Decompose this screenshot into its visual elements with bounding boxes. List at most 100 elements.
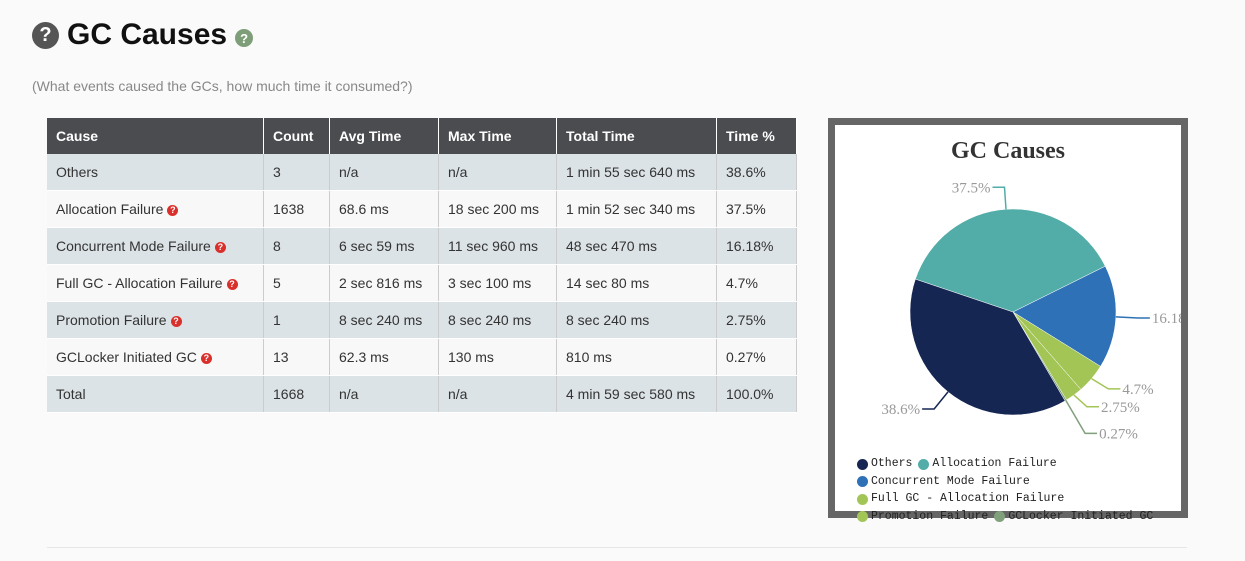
data-label: 0.27% — [1099, 426, 1138, 442]
cell-text: 4 min 59 sec 580 ms — [566, 386, 696, 402]
cell-text: 130 ms — [448, 349, 494, 365]
cell-text: 16.18% — [726, 238, 774, 254]
cell-text: 4.7% — [726, 275, 758, 291]
cell-text: Concurrent Mode Failure — [56, 238, 211, 254]
help-icon[interactable]: ? — [170, 315, 182, 327]
help-icon[interactable]: ? — [226, 278, 238, 290]
cell-cause: Allocation Failure? — [47, 190, 264, 228]
legend-item[interactable]: Allocation Failure — [918, 457, 1057, 471]
help-icon[interactable]: ? — [200, 352, 212, 364]
legend-item[interactable]: GCLocker Initiated GC — [994, 510, 1153, 524]
table-row: Full GC - Allocation Failure? 5 2 sec 816 … — [47, 264, 797, 302]
legend-item[interactable]: Promotion Failure — [857, 510, 988, 524]
subtitle: (What events caused the GCs, how much ti… — [32, 78, 413, 94]
cell-cause: Concurrent Mode Failure? — [47, 227, 264, 265]
cell-total: 14 sec 80 ms — [556, 264, 717, 302]
gc-causes-table: Cause Count Avg Time Max Time Total Time Time… — [47, 118, 797, 413]
cell-count: 3 — [263, 154, 330, 191]
pie-slice[interactable] — [915, 208, 1106, 313]
column-header[interactable]: Avg Time — [329, 118, 439, 154]
legend-label: Promotion Failure — [871, 509, 989, 523]
cell-total: 810 ms — [556, 338, 717, 376]
cell-text: 14 sec 80 ms — [566, 275, 650, 291]
data-label: 2.75% — [1101, 400, 1140, 416]
cell-text: 1 — [273, 312, 281, 328]
cell-max: n/a — [438, 375, 557, 413]
cell-text: 1668 — [273, 386, 305, 402]
cell-text: Promotion Failure — [56, 312, 167, 328]
pie-slice[interactable] — [909, 278, 1066, 416]
cell-total: 1 min 52 sec 340 ms — [556, 190, 717, 228]
cell-cause: GCLocker Initiated GC? — [47, 338, 264, 376]
help-icon[interactable]: ? — [167, 204, 179, 216]
cell-count: 5 — [263, 264, 330, 302]
cell-text: 810 ms — [566, 349, 612, 365]
cell-text: GCLocker Initiated GC — [56, 349, 197, 365]
cell-text: 48 sec 470 ms — [566, 238, 658, 254]
column-header[interactable]: Count — [263, 118, 330, 154]
cell-pct: 38.6% — [716, 154, 797, 191]
cell-text: n/a — [448, 164, 468, 180]
cell-avg: 2 sec 816 ms — [329, 264, 439, 302]
column-header[interactable]: Max Time — [438, 118, 557, 154]
cell-pct: 100.0% — [716, 375, 797, 413]
data-label: 37.5% — [952, 180, 991, 196]
legend-item[interactable]: Concurrent Mode Failure — [857, 475, 1030, 489]
cell-text: n/a — [339, 386, 359, 402]
legend-marker — [857, 511, 868, 522]
gc-causes-chart: GC Causes 37.5% 16.18% 4.7% 2.75% 0.27% 38.6%… — [828, 118, 1198, 523]
cell-avg: n/a — [329, 154, 439, 191]
cell-text: 68.6 ms — [339, 201, 389, 217]
cell-avg: 6 sec 59 ms — [329, 227, 439, 265]
pie-chart: GC Causes 37.5% 16.18% 4.7% 2.75% 0.27% 38.6% — [881, 138, 1198, 442]
cell-text: 2 sec 816 ms — [339, 275, 423, 291]
cell-text: 8 sec 240 ms — [566, 312, 650, 328]
cell-text: 5 — [273, 275, 281, 291]
table-row: Total 1668 n/a n/a 4 min 59 sec 580 ms 100.0% — [47, 375, 797, 413]
cell-count: 1668 — [263, 375, 330, 413]
help-icon[interactable]: ? — [214, 241, 226, 253]
cell-max: 18 sec 200 ms — [438, 190, 557, 228]
cell-total: 1 min 55 sec 640 ms — [556, 154, 717, 191]
cell-text: 0.27% — [726, 349, 766, 365]
question-circle-icon[interactable]: ? — [32, 21, 59, 49]
leader-line — [922, 391, 949, 410]
cell-pct: 4.7% — [716, 264, 797, 302]
cell-cause: Promotion Failure? — [47, 301, 264, 339]
cell-text: 38.6% — [726, 164, 766, 180]
leader-line — [1073, 394, 1099, 408]
cell-max: 130 ms — [438, 338, 557, 376]
legend-item[interactable]: Others — [857, 457, 912, 471]
table-row: Allocation Failure? 1638 68.6 ms 18 sec 200… — [47, 190, 797, 228]
cell-total: 48 sec 470 ms — [556, 227, 717, 265]
cell-text: 62.3 ms — [339, 349, 389, 365]
table-row: Others 3 n/a n/a 1 min 55 sec 640 ms 38.6% — [47, 154, 797, 191]
leader-line — [1065, 400, 1098, 435]
chart-title: GC Causes — [951, 138, 1065, 164]
data-label: 16.18% — [1152, 311, 1181, 327]
legend-item[interactable]: Full GC - Allocation Failure — [857, 492, 1064, 506]
legend-label: Allocation Failure — [932, 457, 1057, 470]
legend-label: GCLocker Initiated GC — [1008, 509, 1154, 523]
cell-total: 8 sec 240 ms — [556, 301, 717, 339]
data-label: 38.6% — [881, 402, 920, 418]
cell-text: 18 sec 200 ms — [448, 201, 540, 217]
page-title: GC Causes — [67, 18, 228, 51]
cell-avg: 68.6 ms — [329, 190, 439, 228]
cell-pct: 0.27% — [716, 338, 797, 376]
column-header[interactable]: Time % — [716, 118, 797, 154]
cell-pct: 2.75% — [716, 301, 797, 339]
cell-text: 8 sec 240 ms — [448, 312, 532, 328]
column-header[interactable]: Total Time — [556, 118, 717, 154]
table-row: Promotion Failure? 1 8 sec 240 ms 8 sec 240… — [47, 301, 797, 339]
cell-text: Others — [56, 164, 99, 180]
cell-count: 13 — [263, 338, 330, 376]
column-header[interactable]: Cause — [47, 118, 264, 154]
help-icon[interactable]: ? — [235, 29, 254, 47]
pie-slice[interactable] — [1012, 265, 1117, 367]
cell-count: 1638 — [263, 190, 330, 228]
cell-avg: 8 sec 240 ms — [329, 301, 439, 339]
cell-text: Full GC - Allocation Failure — [56, 275, 223, 291]
cell-text: 3 sec 100 ms — [448, 275, 532, 291]
legend-marker — [994, 511, 1006, 522]
